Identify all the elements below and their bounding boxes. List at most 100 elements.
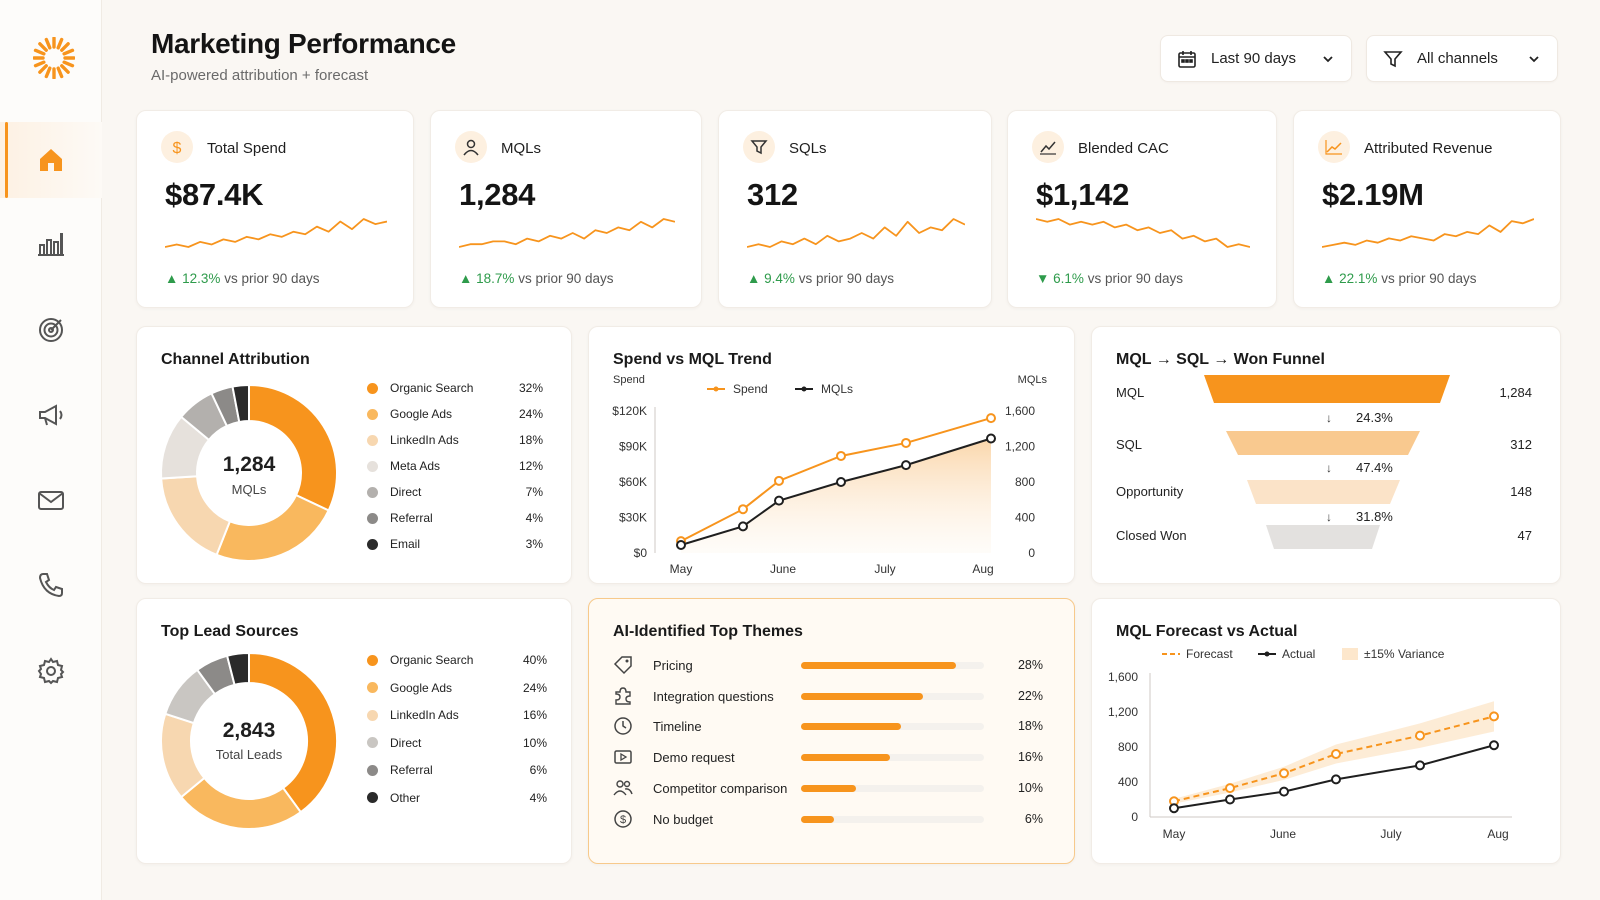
kpi-sparkline [165,218,387,248]
actual-point[interactable] [1415,760,1425,771]
theme-bar-track [801,753,984,761]
forecast-point[interactable] [1331,749,1341,759]
mql-point[interactable] [986,433,996,444]
kpi-delta-suffix: vs prior 90 days [798,271,894,286]
svg-text:$: $ [620,814,626,826]
legend-value: 12% [518,459,543,473]
sidebar-item-goals[interactable] [0,292,102,368]
kpi-icon-wrap [455,131,487,163]
card-title: MQL → SQL → Won Funnel [1116,351,1325,368]
channel-dropdown[interactable]: All channels [1366,35,1558,82]
theme-row[interactable]: Demo request 16% [613,744,1043,770]
sidebar-item-settings[interactable] [0,633,102,709]
spend-point[interactable] [774,475,784,486]
legend-value: 4% [525,511,543,525]
mql-point[interactable] [836,477,846,487]
theme-row[interactable]: Competitor comparison 10% [613,775,1043,801]
theme-label: Competitor comparison [653,780,788,796]
sidebar-item-home[interactable] [0,122,102,198]
kpi-label: Blended CAC [1078,140,1169,157]
donut-slice[interactable] [215,493,330,562]
right-tick-label: 0 [1028,546,1035,560]
actual-point[interactable] [1331,774,1341,785]
triangle-down-icon: ▼ [1036,271,1050,286]
legend-item: Referral [367,511,433,525]
trend-line-icon [1040,141,1056,155]
x-tick-label: Aug [972,562,993,576]
spend-point[interactable] [836,450,846,461]
theme-row[interactable]: Integration questions 22% [613,683,1043,709]
logo-ray [33,48,46,56]
funnel-stage-bar[interactable] [1266,525,1380,549]
theme-row[interactable]: Pricing 28% [613,652,1043,678]
actual-point[interactable] [1169,803,1179,814]
forecast-point[interactable] [1489,711,1499,722]
logo-ray [33,60,46,68]
spend-vs-mql-card: Spend vs MQL Trend Spend MQLs Spend MQLs $0 $… [588,326,1075,584]
triangle-up-icon: ▲ [459,271,473,286]
date-range-dropdown[interactable]: Last 90 days [1160,35,1352,82]
sidebar-item-calls[interactable] [0,547,102,623]
sidebar-item-email[interactable] [0,462,102,538]
funnel-stage-label: Opportunity [1116,484,1184,499]
legend-item: Google Ads [367,407,452,421]
theme-bar-track [801,692,984,700]
actual-point[interactable] [1279,786,1289,797]
theme-row[interactable]: Timeline 18% [613,713,1043,739]
kpi-value: $1,142 [1036,177,1130,212]
lead-sources-donut [160,651,338,830]
funnel-stage-bar[interactable] [1247,480,1400,504]
lead-sources-card: Top Lead Sources 2,843 Total Leads Organ… [136,598,572,864]
funnel-stage-bar[interactable] [1226,431,1420,455]
theme-pct: 18% [1017,719,1043,733]
actual-point[interactable] [1489,740,1499,751]
donut-slice[interactable] [179,776,303,830]
spend-point[interactable] [901,437,911,448]
theme-row[interactable]: $ No budget 6% [613,806,1043,832]
sparkline-path [459,218,675,248]
legend-label: LinkedIn Ads [390,708,459,722]
donut-slice[interactable] [248,651,338,814]
funnel-stage-count: 1,284 [1499,385,1532,400]
forecast-point[interactable] [1279,768,1289,779]
card-title: AI-Identified Top Themes [613,623,803,640]
mail-icon [38,491,64,510]
y-tick-label: 400 [1118,775,1138,789]
forecast-point[interactable] [1415,730,1425,741]
mql-point[interactable] [774,495,784,506]
funnel-stage-label: SQL [1116,437,1143,452]
legend-value: 24% [518,407,543,421]
sidebar-item-campaigns[interactable] [0,377,102,453]
legend-value: 6% [529,763,547,777]
funnel-stage-count: 148 [1510,484,1532,499]
spend-point[interactable] [986,413,996,424]
actual-line [1173,744,1495,810]
legend-item: Email [367,537,420,551]
donut-slice[interactable] [248,383,338,512]
sidebar-item-analytics[interactable] [0,206,102,282]
kpi-delta: ▼ 6.1% vs prior 90 days [1036,271,1183,286]
legend-value: 18% [518,433,543,447]
mql-point[interactable] [901,460,911,471]
funnel-stage-bar[interactable] [1204,375,1450,403]
phone-icon [38,573,63,598]
kpi-delta-suffix: vs prior 90 days [1087,271,1183,286]
legend-item: Other [367,791,420,805]
chart-growth-icon [1325,140,1342,155]
triangle-up-icon: ▲ [165,271,179,286]
chevron-down-icon [1529,55,1539,62]
mql-point[interactable] [738,521,748,532]
theme-bar-fill [801,661,957,669]
donut-slice[interactable] [225,651,250,687]
spend-point[interactable] [738,504,748,515]
donut-slice[interactable] [231,383,250,424]
forecast-point[interactable] [1225,783,1235,794]
legend-label: Meta Ads [390,459,441,473]
date-range-value: Last 90 days [1211,50,1297,67]
y-tick-label: 1,600 [1108,670,1138,684]
mql-point[interactable] [676,540,686,551]
actual-point[interactable] [1225,794,1235,805]
legend-value: 16% [522,708,547,722]
theme-label: Integration questions [653,688,774,704]
x-tick-label: May [1163,827,1186,841]
